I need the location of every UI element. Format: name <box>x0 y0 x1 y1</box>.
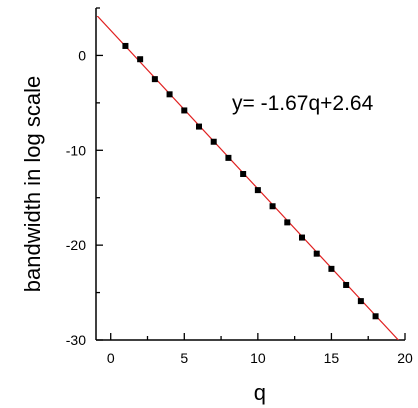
fit-equation-annotation: y= -1.67q+2.64 <box>232 92 374 115</box>
data-point <box>343 281 350 288</box>
data-point <box>225 154 232 161</box>
data-point <box>166 91 173 98</box>
x-tick-label: 20 <box>397 350 413 366</box>
x-axis-title: q <box>254 380 266 405</box>
x-tick-label: 0 <box>107 350 115 366</box>
data-point <box>299 234 305 241</box>
data-point <box>151 76 158 83</box>
y-tick-label: -20 <box>66 237 86 253</box>
data-point <box>210 138 217 145</box>
y-tick-label: -10 <box>66 142 86 158</box>
data-point <box>284 219 291 226</box>
data-point <box>357 298 364 305</box>
data-point <box>196 123 202 130</box>
data-point <box>122 42 129 49</box>
data-point <box>181 107 188 114</box>
plot-axes: 0 -10 -20 -30 0 5 10 15 20 <box>66 7 413 366</box>
data-points <box>122 42 379 320</box>
data-point <box>254 187 261 194</box>
y-axis-title: bandwidth in log scale <box>20 76 45 292</box>
data-point <box>372 313 379 320</box>
fit-line <box>96 16 400 340</box>
data-point <box>328 265 335 272</box>
y-tick-label: 0 <box>78 47 86 63</box>
x-tick-label: 15 <box>324 350 340 366</box>
data-point <box>313 250 320 257</box>
fit-line-group <box>96 16 400 340</box>
y-tick-label: -30 <box>66 332 86 348</box>
data-point <box>137 56 144 63</box>
x-tick-label: 5 <box>180 350 188 366</box>
x-tick-label: 10 <box>250 350 266 366</box>
data-point <box>240 171 247 177</box>
data-point <box>269 203 276 210</box>
